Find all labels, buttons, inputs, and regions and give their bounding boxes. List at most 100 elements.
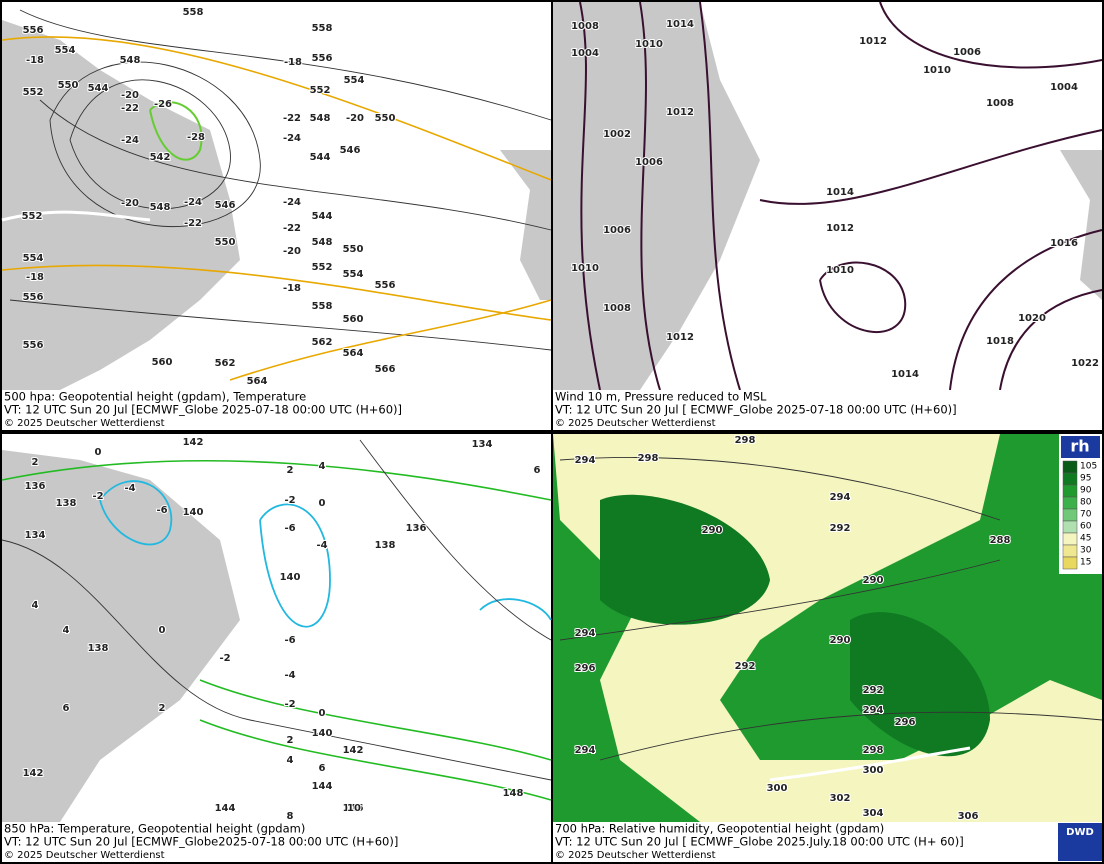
contour-label: -26 bbox=[154, 99, 172, 110]
temp-contours bbox=[99, 480, 552, 628]
contour-label: -2 bbox=[92, 491, 103, 502]
contour-label: 552 bbox=[312, 262, 333, 273]
contour-label: 294 bbox=[863, 705, 884, 716]
legend-label: 80 bbox=[1080, 498, 1092, 508]
contour-label: 4 bbox=[63, 625, 70, 636]
contour-label: 144 bbox=[312, 781, 333, 792]
legend-swatch bbox=[1062, 508, 1078, 522]
contour-label: 136 bbox=[25, 481, 46, 492]
contour-label: -18 bbox=[26, 55, 44, 66]
contour-label: 144 bbox=[215, 803, 236, 814]
land bbox=[2, 20, 240, 390]
contour-label: 556 bbox=[23, 25, 44, 36]
contour-label: -22 bbox=[184, 218, 202, 229]
contour-label: -22 bbox=[283, 223, 301, 234]
contour-label: -2 bbox=[284, 495, 295, 506]
contour-label: 562 bbox=[215, 358, 236, 369]
contour-label: 294 bbox=[830, 492, 851, 503]
contour-label: -20 bbox=[346, 113, 364, 124]
contour-label: 296 bbox=[895, 717, 916, 728]
contour-label: 552 bbox=[22, 211, 43, 222]
legend-swatch bbox=[1062, 520, 1078, 534]
contour-label: -22 bbox=[283, 113, 301, 124]
legend-label: 95 bbox=[1080, 474, 1091, 484]
contour-label: 1012 bbox=[826, 223, 854, 234]
contour-label: 300 bbox=[863, 765, 884, 776]
contour-label: 1018 bbox=[986, 336, 1014, 347]
contour-label: 1004 bbox=[571, 48, 599, 59]
contour-label: 136 bbox=[406, 523, 427, 534]
caption-line: VT: 12 UTC Sun 20 Jul [ECMWF_Globe 2025-… bbox=[4, 403, 402, 417]
contour-label: -4 bbox=[124, 483, 135, 494]
contour-label: 0 bbox=[319, 708, 326, 719]
contour-label: 138 bbox=[88, 643, 109, 654]
caption-line: 850 hPa: Temperature, Geopotential heigh… bbox=[4, 822, 305, 836]
contour-label: 1022 bbox=[1071, 358, 1099, 369]
land bbox=[2, 450, 240, 822]
contour-label: 304 bbox=[863, 808, 884, 819]
caption-line: © 2025 Deutscher Wetterdienst bbox=[555, 850, 716, 861]
contour-label: 544 bbox=[88, 83, 109, 94]
legend-label: 60 bbox=[1080, 522, 1092, 532]
contour-label: 556 bbox=[23, 292, 44, 303]
legend-label: 15 bbox=[1080, 558, 1091, 568]
caption-line: VT: 12 UTC Sun 20 Jul [ ECMWF_Globe 2025… bbox=[555, 403, 957, 417]
legend-title: rh bbox=[1070, 437, 1089, 456]
contour-label: 554 bbox=[55, 45, 76, 56]
contour-label: 1010 bbox=[826, 265, 854, 276]
contour-label: 296 bbox=[575, 663, 596, 674]
contour-label: 556 bbox=[312, 53, 333, 64]
contour-label: -4 bbox=[284, 670, 295, 681]
contour-label: 140 bbox=[280, 572, 301, 583]
contour-label: 558 bbox=[183, 7, 204, 18]
contour-label: 300 bbox=[767, 783, 788, 794]
panel-700hpa bbox=[553, 434, 1103, 862]
contour-label: 10 bbox=[347, 803, 361, 814]
contour-label: 546 bbox=[215, 200, 236, 211]
contour-label: 564 bbox=[343, 348, 364, 359]
contour-label: 6 bbox=[319, 763, 326, 774]
land bbox=[500, 150, 551, 300]
zero-line bbox=[1, 210, 151, 222]
contour-label: 134 bbox=[25, 530, 46, 541]
contour-label: 554 bbox=[344, 75, 365, 86]
land bbox=[1060, 150, 1102, 300]
contour-label: 560 bbox=[343, 314, 364, 325]
contour-label: 1020 bbox=[1018, 313, 1046, 324]
contour-label: 564 bbox=[247, 376, 268, 387]
height-contours bbox=[1, 439, 552, 781]
contour-label: 542 bbox=[150, 152, 171, 163]
contour-label: 1014 bbox=[826, 187, 854, 198]
contour-label: 138 bbox=[375, 540, 396, 551]
contour-label: 1006 bbox=[953, 47, 981, 58]
contour-label: 4 bbox=[287, 755, 294, 766]
legend-swatch bbox=[1062, 556, 1078, 570]
contour-label: 552 bbox=[310, 85, 331, 96]
temp-contours bbox=[1, 36, 552, 381]
caption-line: 500 hpa: Geopotential height (gpdam), Te… bbox=[4, 390, 306, 404]
contour-label: -6 bbox=[284, 635, 295, 646]
contour-label: 1016 bbox=[1050, 238, 1078, 249]
contour-label: 548 bbox=[150, 202, 171, 213]
contour-label: 0 bbox=[159, 625, 166, 636]
caption-bg bbox=[2, 822, 551, 862]
contour-label: 550 bbox=[343, 244, 364, 255]
contour-label: 1012 bbox=[666, 332, 694, 343]
contour-label: 140 bbox=[312, 728, 333, 739]
caption-line: © 2025 Deutscher Wetterdienst bbox=[4, 850, 165, 861]
contour-label: -24 bbox=[184, 197, 202, 208]
legend-title-bg bbox=[1061, 436, 1100, 458]
contour-label: -22 bbox=[121, 103, 139, 114]
contour-label: -20 bbox=[121, 90, 139, 101]
legend-swatch bbox=[1062, 532, 1078, 546]
contour-label: 550 bbox=[58, 80, 79, 91]
caption-line: © 2025 Deutscher Wetterdienst bbox=[555, 418, 716, 429]
contour-label: 548 bbox=[310, 113, 331, 124]
contour-label: 134 bbox=[472, 439, 493, 450]
contour-label: 544 bbox=[312, 211, 333, 222]
contour-label: 548 bbox=[312, 237, 333, 248]
contour-label: 1006 bbox=[635, 157, 663, 168]
contour-label: 548 bbox=[120, 55, 141, 66]
height-contours bbox=[9, 9, 552, 351]
legend-label: 90 bbox=[1080, 486, 1092, 496]
